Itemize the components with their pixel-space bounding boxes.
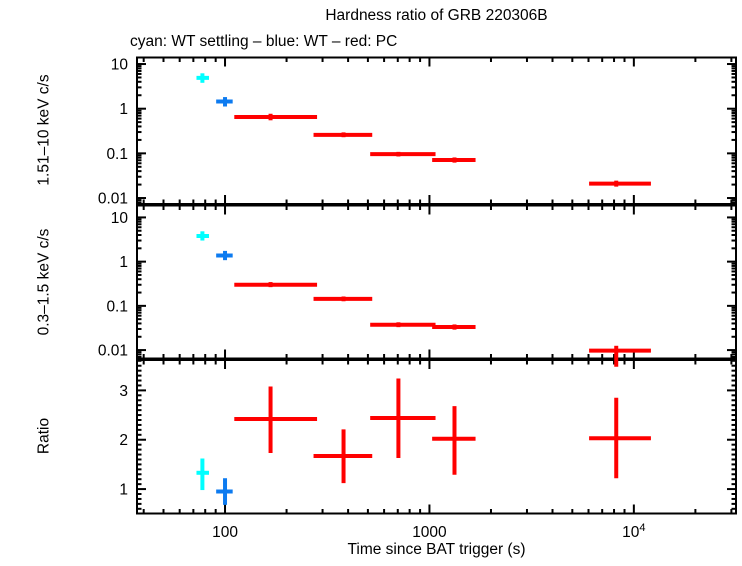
svg-text:1: 1 xyxy=(119,101,128,118)
svg-text:2: 2 xyxy=(119,432,128,449)
chart-title: Hardness ratio of GRB 220306B xyxy=(325,7,548,24)
svg-text:100: 100 xyxy=(212,524,238,541)
svg-text:10: 10 xyxy=(111,210,129,227)
svg-text:1: 1 xyxy=(119,482,128,499)
svg-text:1: 1 xyxy=(119,254,128,271)
x-axis-label: Time since BAT trigger (s) xyxy=(347,541,526,558)
chart-legend-subtitle: cyan: WT settling – blue: WT – red: PC xyxy=(130,33,398,50)
svg-text:0.01: 0.01 xyxy=(98,191,128,208)
svg-text:0.01: 0.01 xyxy=(98,343,128,360)
svg-text:0.1: 0.1 xyxy=(106,146,128,163)
svg-text:0.1: 0.1 xyxy=(106,298,128,315)
svg-text:3: 3 xyxy=(119,383,128,400)
svg-text:10: 10 xyxy=(111,57,129,74)
svg-text:104: 104 xyxy=(622,522,645,541)
svg-text:1000: 1000 xyxy=(412,524,447,541)
